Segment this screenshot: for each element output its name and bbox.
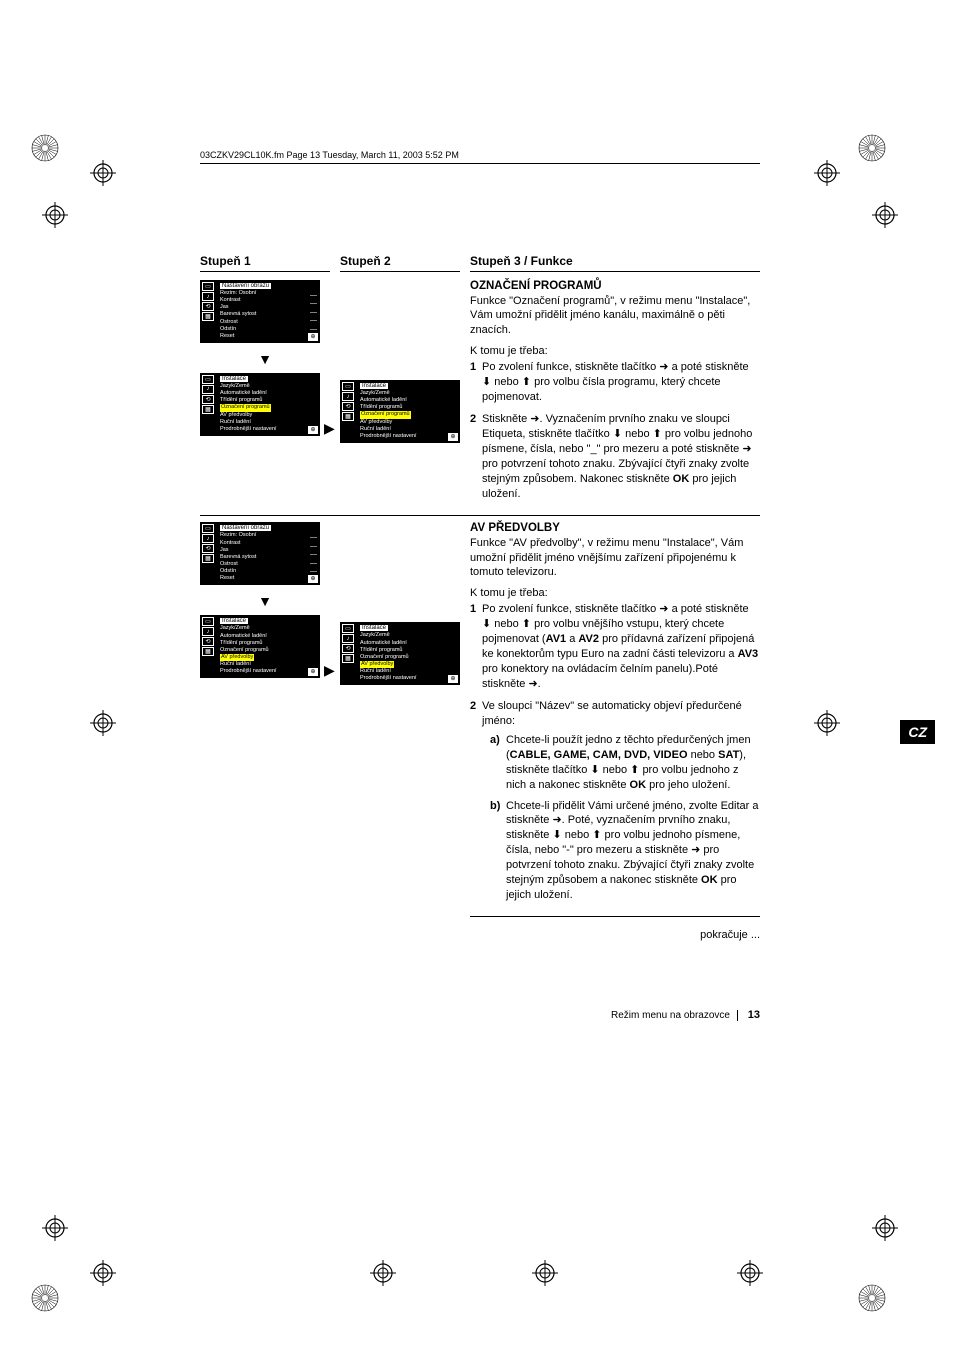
step1-2: Stiskněte ➜. Vyznačením prvního znaku ve…: [482, 412, 760, 501]
steps-av: 1Po zvolení funkce, stiskněte tlačítko ➜…: [470, 602, 760, 908]
registration-mark: [870, 1213, 900, 1243]
registration-mark: [857, 1283, 887, 1313]
registration-mark: [88, 708, 118, 738]
down-arrow-icon-2: ▼: [200, 593, 330, 609]
menu-instalace-1: ▭♪⟲▦InstalaceJazyk/ZeměAutomatické laděn…: [200, 373, 320, 436]
step2-1: Po zvolení funkce, stiskněte tlačítko ➜ …: [482, 602, 760, 691]
registration-mark: [30, 133, 60, 163]
registration-mark: [30, 1283, 60, 1313]
registration-mark: [812, 158, 842, 188]
header-rule: [200, 163, 760, 164]
registration-mark: [857, 133, 887, 163]
intro-oznaceni: Funkce "Označení programů", v režimu men…: [470, 294, 760, 337]
language-tab: CZ: [900, 720, 935, 744]
header-filename: 03CZKV29CL10K.fm Page 13 Tuesday, March …: [200, 150, 760, 160]
col2-head: Stupeň 2: [340, 254, 460, 272]
registration-mark: [88, 158, 118, 188]
substeps: a)Chcete-li použít jedno z těchto předur…: [490, 733, 760, 902]
registration-mark: [530, 1258, 560, 1288]
right-arrow-icon: ▶: [324, 420, 335, 437]
col3-head: Stupeň 3 / Funkce: [470, 254, 760, 272]
block-oznaceni: ▭♪⟲▦Nastavení obrazuRezim: OsobníKontras…: [200, 280, 760, 509]
sub-b: Chcete-li přidělit Vámi určené jméno, zv…: [506, 799, 760, 903]
page-content: 03CZKV29CL10K.fm Page 13 Tuesday, March …: [200, 150, 760, 941]
menu-nastaveni-obrazu: ▭♪⟲▦Nastavení obrazuRezim: OsobníKontras…: [200, 280, 320, 343]
registration-mark: [40, 1213, 70, 1243]
steps-oznaceni: 1Po zvolení funkce, stiskněte tlačítko ➜…: [470, 360, 760, 502]
registration-mark: [88, 1258, 118, 1288]
step1-1: Po zvolení funkce, stiskněte tlačítko ➜ …: [482, 360, 760, 405]
menu-nastaveni-obrazu-2: ▭♪⟲▦Nastavení obrazuRezim: OsobníKontras…: [200, 522, 320, 585]
down-arrow-icon: ▼: [200, 351, 330, 367]
lead-2: K tomu je třeba:: [470, 587, 760, 599]
footer-label: Režim menu na obrazovce: [611, 1010, 730, 1021]
registration-mark: [40, 200, 70, 230]
section-title-oznaceni: OZNAČENÍ PROGRAMŮ: [470, 280, 760, 292]
page-footer: Režim menu na obrazovce 13: [611, 1009, 760, 1021]
col1-head: Stupeň 1: [200, 254, 330, 272]
intro-av: Funkce "AV předvolby", v režimu menu "In…: [470, 536, 760, 579]
registration-mark: [368, 1258, 398, 1288]
divider: [200, 515, 760, 516]
registration-mark: [735, 1258, 765, 1288]
right-arrow-icon-2: ▶: [324, 662, 335, 679]
sub-a: Chcete-li použít jedno z těchto předurče…: [506, 733, 760, 792]
section-title-av: AV PŘEDVOLBY: [470, 522, 760, 534]
registration-mark: [870, 200, 900, 230]
block-av: ▭♪⟲▦Nastavení obrazuRezim: OsobníKontras…: [200, 522, 760, 941]
continue-label: pokračuje ...: [470, 929, 760, 941]
column-headers: Stupeň 1 Stupeň 2 Stupeň 3 / Funkce: [200, 254, 760, 280]
lead-1: K tomu je třeba:: [470, 345, 760, 357]
step2-2: Ve sloupci "Název" se automaticky objeví…: [482, 699, 760, 908]
page-number: 13: [748, 1009, 760, 1021]
divider-2: [470, 916, 760, 917]
menu-instalace-hl-av: ▭♪⟲▦InstalaceJazyk/ZeměAutomatické laděn…: [340, 622, 460, 685]
menu-instalace-hl-oznaceni: ▭♪⟲▦InstalaceJazyk/ZeměAutomatické laděn…: [340, 380, 460, 443]
registration-mark: [812, 708, 842, 738]
menu-instalace-2: ▭♪⟲▦InstalaceJazyk/ZeměAutomatické laděn…: [200, 615, 320, 678]
